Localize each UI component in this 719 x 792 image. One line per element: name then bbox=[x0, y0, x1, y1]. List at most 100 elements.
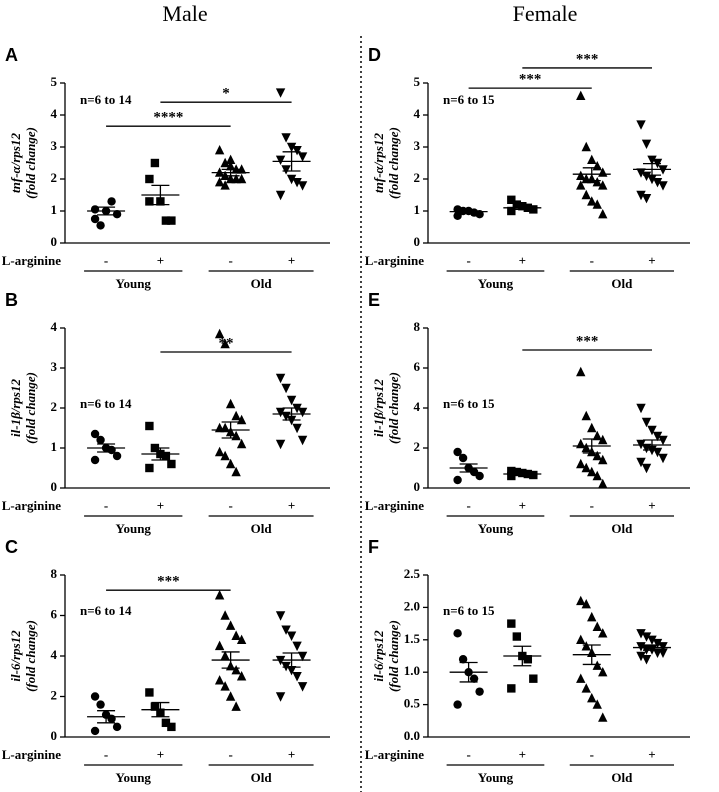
data-point bbox=[581, 683, 591, 693]
data-point bbox=[214, 675, 225, 685]
data-point bbox=[598, 478, 608, 489]
data-point bbox=[145, 421, 154, 431]
x-tick-label: - bbox=[104, 747, 108, 762]
data-point bbox=[592, 470, 602, 481]
y-tick-label: 4 bbox=[51, 647, 58, 662]
y-tick-label: 3 bbox=[51, 359, 58, 374]
x-tick-label: - bbox=[590, 253, 594, 268]
data-point bbox=[214, 446, 225, 457]
x-tick-label: + bbox=[157, 498, 164, 513]
note: n=6 to 15 bbox=[443, 603, 495, 618]
data-point bbox=[96, 435, 105, 445]
data-point bbox=[641, 463, 652, 474]
data-point bbox=[225, 691, 236, 701]
data-point bbox=[641, 171, 652, 181]
y-axis-label: (fold change) bbox=[386, 620, 401, 692]
data-point bbox=[231, 664, 241, 675]
data-point bbox=[286, 665, 297, 676]
data-point bbox=[636, 120, 646, 130]
data-point bbox=[592, 660, 602, 670]
error-bar bbox=[513, 205, 532, 211]
data-point bbox=[90, 692, 100, 701]
data-point bbox=[292, 146, 302, 156]
data-point bbox=[636, 629, 646, 639]
error-bar bbox=[151, 447, 170, 461]
data-point bbox=[453, 211, 462, 220]
data-point bbox=[236, 164, 247, 174]
data-point bbox=[275, 692, 286, 702]
data-point bbox=[576, 673, 586, 683]
data-point bbox=[167, 459, 176, 469]
error-bar bbox=[97, 443, 116, 453]
data-point bbox=[658, 648, 668, 658]
data-point bbox=[292, 672, 302, 682]
group-label: Young bbox=[116, 770, 152, 785]
y-axis-label: il-6/rps12 bbox=[8, 630, 23, 682]
x-tick-label: - bbox=[466, 747, 470, 762]
y-tick-label: 0 bbox=[51, 728, 58, 743]
note: n=6 to 15 bbox=[443, 396, 495, 411]
y-tick-label: 0 bbox=[414, 479, 421, 494]
data-point bbox=[145, 197, 154, 206]
x-tick-label: + bbox=[519, 253, 526, 268]
data-point bbox=[286, 395, 297, 406]
data-point bbox=[286, 142, 297, 153]
data-point bbox=[112, 722, 122, 732]
data-point bbox=[225, 458, 236, 469]
panel-letter: F bbox=[368, 537, 379, 557]
data-point bbox=[297, 682, 308, 692]
row-label: L-arginine bbox=[365, 747, 424, 762]
data-point bbox=[225, 620, 236, 630]
data-point bbox=[641, 655, 652, 665]
data-point bbox=[236, 634, 247, 644]
group-label: Old bbox=[251, 521, 273, 536]
data-point bbox=[458, 453, 468, 463]
data-point bbox=[598, 180, 608, 190]
data-point bbox=[576, 595, 586, 606]
group-label: Young bbox=[478, 521, 514, 536]
error-bar bbox=[582, 438, 601, 454]
x-tick-label: - bbox=[228, 747, 232, 762]
group-label: Young bbox=[116, 276, 152, 291]
data-point bbox=[652, 431, 663, 442]
data-point bbox=[652, 638, 663, 649]
data-point bbox=[286, 631, 297, 641]
data-point bbox=[225, 161, 236, 171]
x-tick-label: + bbox=[648, 498, 655, 513]
group-label: Old bbox=[611, 521, 633, 536]
note: n=6 to 14 bbox=[80, 92, 132, 107]
data-point bbox=[96, 700, 105, 709]
data-point bbox=[507, 619, 516, 628]
data-point bbox=[587, 422, 597, 433]
data-point bbox=[281, 133, 291, 143]
significance-label: *** bbox=[157, 574, 180, 590]
data-point bbox=[90, 429, 100, 439]
data-point bbox=[281, 383, 291, 394]
error-bar bbox=[151, 184, 170, 206]
y-axis-label: (fold change) bbox=[23, 620, 38, 692]
data-point bbox=[220, 650, 230, 661]
data-point bbox=[507, 684, 516, 693]
row-label: L-arginine bbox=[2, 498, 61, 513]
data-point bbox=[220, 450, 230, 461]
error-bar bbox=[282, 151, 301, 172]
data-point bbox=[581, 141, 591, 152]
x-tick-label: + bbox=[648, 253, 655, 268]
y-axis-label: il-6/rps12 bbox=[371, 630, 386, 682]
data-point bbox=[592, 621, 602, 632]
y-tick-label: 0 bbox=[414, 234, 421, 249]
data-point bbox=[112, 210, 122, 219]
data-point bbox=[453, 475, 462, 485]
x-tick-label: + bbox=[519, 747, 526, 762]
data-point bbox=[592, 699, 602, 709]
data-point bbox=[161, 718, 171, 728]
data-point bbox=[231, 466, 241, 477]
data-point bbox=[297, 435, 308, 446]
data-point bbox=[592, 430, 602, 441]
group-label: Old bbox=[611, 276, 633, 291]
y-tick-label: 2.5 bbox=[404, 566, 421, 581]
column-header: Female bbox=[513, 1, 578, 26]
x-tick-label: + bbox=[648, 747, 655, 762]
data-point bbox=[598, 667, 608, 677]
y-tick-label: 4 bbox=[51, 106, 58, 121]
